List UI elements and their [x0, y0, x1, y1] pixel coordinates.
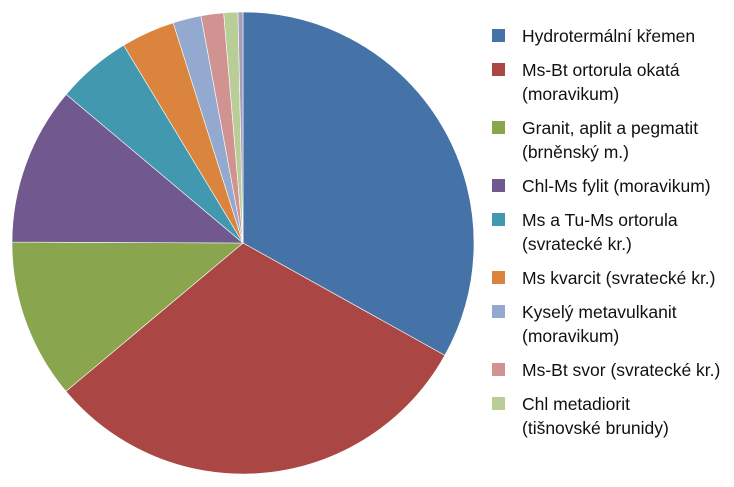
legend-label: Ms kvarcit (svratecké kr.): [522, 268, 716, 288]
legend-label-line: (svratecké kr.): [522, 234, 632, 254]
legend-item: Granit, aplit a pegmatit (brněnský m.): [492, 118, 698, 162]
legend-label-line: Hydrotermální křemen: [522, 26, 695, 46]
legend-item: Hydrotermální křemen: [492, 26, 695, 46]
legend-label-line: Kyselý metavulkanit: [522, 302, 677, 322]
legend-label-line: (moravikum): [522, 326, 619, 346]
legend-item: Ms-Bt ortorula okatá (moravikum): [492, 60, 680, 104]
legend-item: Kyselý metavulkanit (moravikum): [492, 302, 677, 346]
pie-slice-1: [65, 242, 446, 475]
legend-swatch: [492, 213, 505, 226]
legend-swatch: [492, 397, 505, 410]
legend-item: Chl-Ms fylit (moravikum): [492, 176, 711, 196]
legend-swatch: [492, 305, 505, 318]
legend-swatch: [492, 179, 505, 192]
pie-slice-9: [237, 11, 244, 244]
pie-slice-2: [11, 241, 244, 392]
legend-item: Chl metadiorit (tišnovské brunidy): [492, 394, 669, 438]
pie-slice-3: [11, 93, 244, 244]
legend: Hydrotermální křemen Ms-Bt ortorula okatá…: [492, 26, 720, 438]
legend-label-line: (brněnský m.): [522, 142, 629, 162]
legend-item: Ms kvarcit (svratecké kr.): [492, 268, 716, 288]
legend-label: Kyselý metavulkanit (moravikum): [522, 302, 677, 346]
legend-swatch: [492, 63, 505, 76]
legend-label: Ms-Bt ortorula okatá (moravikum): [522, 60, 680, 104]
legend-swatch: [492, 121, 505, 134]
legend-label: Ms a Tu-Ms ortorula (svratecké kr.): [522, 210, 678, 254]
legend-label-line: Ms a Tu-Ms ortorula: [522, 210, 678, 230]
legend-label-line: Chl metadiorit: [522, 394, 630, 414]
legend-label-line: (moravikum): [522, 84, 619, 104]
legend-label-line: Ms-Bt svor (svratecké kr.): [522, 360, 720, 380]
legend-label-line: Ms kvarcit (svratecké kr.): [522, 268, 716, 288]
legend-swatch: [492, 29, 505, 42]
legend-swatch: [492, 271, 505, 284]
legend-label: Hydrotermální křemen: [522, 26, 695, 46]
legend-label-line: (tišnovské brunidy): [522, 418, 669, 438]
legend-label: Chl metadiorit (tišnovské brunidy): [522, 394, 669, 438]
legend-label: Ms-Bt svor (svratecké kr.): [522, 360, 720, 380]
pie-slice-0: [242, 11, 475, 356]
legend-label-line: Ms-Bt ortorula okatá: [522, 60, 680, 80]
legend-item: Ms-Bt svor (svratecké kr.): [492, 360, 720, 380]
legend-label-line: Chl-Ms fylit (moravikum): [522, 176, 711, 196]
legend-label-line: Granit, aplit a pegmatit: [522, 118, 698, 138]
legend-label: Granit, aplit a pegmatit (brněnský m.): [522, 118, 698, 162]
legend-item: Ms a Tu-Ms ortorula (svratecké kr.): [492, 210, 678, 254]
legend-swatch: [492, 363, 505, 376]
pie-slices: [11, 11, 475, 475]
legend-label: Chl-Ms fylit (moravikum): [522, 176, 711, 196]
